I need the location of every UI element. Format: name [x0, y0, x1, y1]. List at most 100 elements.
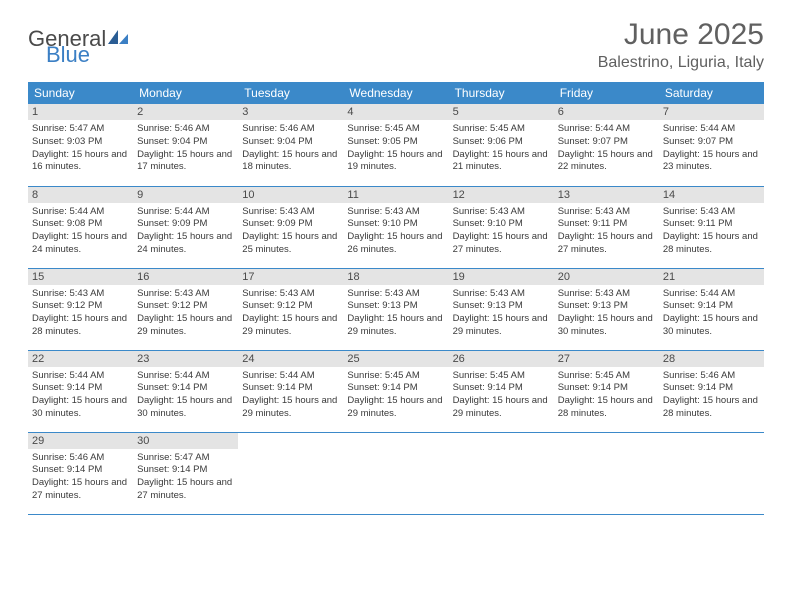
- day-info: Sunrise: 5:46 AMSunset: 9:04 PMDaylight:…: [242, 123, 339, 174]
- calendar-row: 1 Sunrise: 5:47 AMSunset: 9:03 PMDaylight…: [28, 104, 764, 186]
- calendar-cell: 9Sunrise: 5:44 AMSunset: 9:09 PMDaylight…: [133, 186, 238, 268]
- calendar-cell: 3 Sunrise: 5:46 AMSunset: 9:04 PMDaylight…: [238, 104, 343, 186]
- day-info: Sunrise: 5:45 AMSunset: 9:05 PMDaylight:…: [347, 123, 444, 174]
- day-number: 7: [659, 104, 764, 120]
- day-number: 13: [554, 187, 659, 203]
- day-info: Sunrise: 5:43 AMSunset: 9:13 PMDaylight:…: [558, 288, 655, 339]
- day-info: Sunrise: 5:43 AMSunset: 9:09 PMDaylight:…: [242, 206, 339, 257]
- logo-sail-icon: [108, 28, 130, 51]
- calendar-cell: [554, 432, 659, 514]
- day-number: 5: [449, 104, 554, 120]
- col-thursday: Thursday: [449, 82, 554, 104]
- header: General June 2025 Balestrino, Liguria, I…: [28, 18, 764, 72]
- day-info: Sunrise: 5:44 AMSunset: 9:07 PMDaylight:…: [663, 123, 760, 174]
- day-info: Sunrise: 5:45 AMSunset: 9:14 PMDaylight:…: [347, 370, 444, 421]
- calendar-cell: 17 Sunrise: 5:43 AMSunset: 9:12 PMDayligh…: [238, 268, 343, 350]
- day-info: Sunrise: 5:43 AMSunset: 9:10 PMDaylight:…: [453, 206, 550, 257]
- calendar-cell: 21 Sunrise: 5:44 AMSunset: 9:14 PMDayligh…: [659, 268, 764, 350]
- day-info: Sunrise: 5:43 AMSunset: 9:13 PMDaylight:…: [453, 288, 550, 339]
- calendar-cell: 10 Sunrise: 5:43 AMSunset: 9:09 PMDayligh…: [238, 186, 343, 268]
- day-number: 27: [554, 351, 659, 367]
- calendar-cell: 15 Sunrise: 5:43 AMSunset: 9:12 PMDayligh…: [28, 268, 133, 350]
- col-wednesday: Wednesday: [343, 82, 448, 104]
- title-block: June 2025 Balestrino, Liguria, Italy: [598, 18, 764, 72]
- day-number: 21: [659, 269, 764, 285]
- day-number: 20: [554, 269, 659, 285]
- day-number: 26: [449, 351, 554, 367]
- calendar-cell: [238, 432, 343, 514]
- day-number: 15: [28, 269, 133, 285]
- calendar-cell: 24 Sunrise: 5:44 AMSunset: 9:14 PMDayligh…: [238, 350, 343, 432]
- calendar-cell: 28 Sunrise: 5:46 AMSunset: 9:14 PMDayligh…: [659, 350, 764, 432]
- calendar-cell: 22Sunrise: 5:44 AMSunset: 9:14 PMDayligh…: [28, 350, 133, 432]
- day-number: 12: [449, 187, 554, 203]
- page-title: June 2025: [598, 18, 764, 52]
- day-number: 18: [343, 269, 448, 285]
- calendar-cell: 13 Sunrise: 5:43 AMSunset: 9:11 PMDayligh…: [554, 186, 659, 268]
- day-info: Sunrise: 5:46 AMSunset: 9:14 PMDaylight:…: [32, 452, 129, 503]
- day-info: Sunrise: 5:43 AMSunset: 9:11 PMDaylight:…: [558, 206, 655, 257]
- day-info: Sunrise: 5:45 AMSunset: 9:14 PMDaylight:…: [558, 370, 655, 421]
- calendar-cell: 16 Sunrise: 5:43 AMSunset: 9:12 PMDayligh…: [133, 268, 238, 350]
- day-number: 24: [238, 351, 343, 367]
- day-info: Sunrise: 5:46 AMSunset: 9:14 PMDaylight:…: [663, 370, 760, 421]
- calendar-cell: 2 Sunrise: 5:46 AMSunset: 9:04 PMDaylight…: [133, 104, 238, 186]
- day-number: 17: [238, 269, 343, 285]
- day-info: Sunrise: 5:44 AMSunset: 9:07 PMDaylight:…: [558, 123, 655, 174]
- day-number: 28: [659, 351, 764, 367]
- calendar-cell: 30 Sunrise: 5:47 AMSunset: 9:14 PMDayligh…: [133, 432, 238, 514]
- calendar-cell: 5Sunrise: 5:45 AMSunset: 9:06 PMDaylight…: [449, 104, 554, 186]
- day-number: 8: [28, 187, 133, 203]
- day-number: 30: [133, 433, 238, 449]
- col-monday: Monday: [133, 82, 238, 104]
- day-info: Sunrise: 5:44 AMSunset: 9:14 PMDaylight:…: [32, 370, 129, 421]
- day-info: Sunrise: 5:44 AMSunset: 9:08 PMDaylight:…: [32, 206, 129, 257]
- calendar-cell: 27 Sunrise: 5:45 AMSunset: 9:14 PMDayligh…: [554, 350, 659, 432]
- day-info: Sunrise: 5:44 AMSunset: 9:14 PMDaylight:…: [242, 370, 339, 421]
- calendar-cell: 14Sunrise: 5:43 AMSunset: 9:11 PMDayligh…: [659, 186, 764, 268]
- day-number: 29: [28, 433, 133, 449]
- day-number: 1: [28, 104, 133, 120]
- calendar-row: 29 Sunrise: 5:46 AMSunset: 9:14 PMDayligh…: [28, 432, 764, 514]
- calendar-cell: 8 Sunrise: 5:44 AMSunset: 9:08 PMDaylight…: [28, 186, 133, 268]
- day-info: Sunrise: 5:47 AMSunset: 9:14 PMDaylight:…: [137, 452, 234, 503]
- calendar-cell: 25 Sunrise: 5:45 AMSunset: 9:14 PMDayligh…: [343, 350, 448, 432]
- day-info: Sunrise: 5:44 AMSunset: 9:14 PMDaylight:…: [137, 370, 234, 421]
- calendar-cell: 23Sunrise: 5:44 AMSunset: 9:14 PMDayligh…: [133, 350, 238, 432]
- day-info: Sunrise: 5:43 AMSunset: 9:12 PMDaylight:…: [242, 288, 339, 339]
- calendar-cell: 12 Sunrise: 5:43 AMSunset: 9:10 PMDayligh…: [449, 186, 554, 268]
- day-number: 2: [133, 104, 238, 120]
- day-info: Sunrise: 5:43 AMSunset: 9:12 PMDaylight:…: [32, 288, 129, 339]
- calendar-cell: 6 Sunrise: 5:44 AMSunset: 9:07 PMDaylight…: [554, 104, 659, 186]
- calendar-table: Sunday Monday Tuesday Wednesday Thursday…: [28, 82, 764, 515]
- day-info: Sunrise: 5:43 AMSunset: 9:12 PMDaylight:…: [137, 288, 234, 339]
- day-info: Sunrise: 5:44 AMSunset: 9:14 PMDaylight:…: [663, 288, 760, 339]
- calendar-row: 22Sunrise: 5:44 AMSunset: 9:14 PMDayligh…: [28, 350, 764, 432]
- day-number: 25: [343, 351, 448, 367]
- calendar-cell: 20 Sunrise: 5:43 AMSunset: 9:13 PMDayligh…: [554, 268, 659, 350]
- calendar-cell: [659, 432, 764, 514]
- location-text: Balestrino, Liguria, Italy: [598, 54, 764, 72]
- day-number: 19: [449, 269, 554, 285]
- col-friday: Friday: [554, 82, 659, 104]
- calendar-cell: 7 Sunrise: 5:44 AMSunset: 9:07 PMDaylight…: [659, 104, 764, 186]
- day-number: 3: [238, 104, 343, 120]
- calendar-cell: 11 Sunrise: 5:43 AMSunset: 9:10 PMDayligh…: [343, 186, 448, 268]
- day-number: 14: [659, 187, 764, 203]
- calendar-cell: 4Sunrise: 5:45 AMSunset: 9:05 PMDaylight…: [343, 104, 448, 186]
- day-number: 10: [238, 187, 343, 203]
- day-info: Sunrise: 5:43 AMSunset: 9:10 PMDaylight:…: [347, 206, 444, 257]
- day-number: 6: [554, 104, 659, 120]
- calendar-cell: 1 Sunrise: 5:47 AMSunset: 9:03 PMDaylight…: [28, 104, 133, 186]
- day-number: 16: [133, 269, 238, 285]
- calendar-cell: [343, 432, 448, 514]
- calendar-cell: 19 Sunrise: 5:43 AMSunset: 9:13 PMDayligh…: [449, 268, 554, 350]
- day-number: 9: [133, 187, 238, 203]
- col-saturday: Saturday: [659, 82, 764, 104]
- day-info: Sunrise: 5:47 AMSunset: 9:03 PMDaylight:…: [32, 123, 129, 174]
- calendar-cell: 26 Sunrise: 5:45 AMSunset: 9:14 PMDayligh…: [449, 350, 554, 432]
- day-number: 11: [343, 187, 448, 203]
- day-info: Sunrise: 5:45 AMSunset: 9:14 PMDaylight:…: [453, 370, 550, 421]
- calendar-row: 15Sunrise: 5:43 AMSunset: 9:12 PMDayligh…: [28, 268, 764, 350]
- day-info: Sunrise: 5:46 AMSunset: 9:04 PMDaylight:…: [137, 123, 234, 174]
